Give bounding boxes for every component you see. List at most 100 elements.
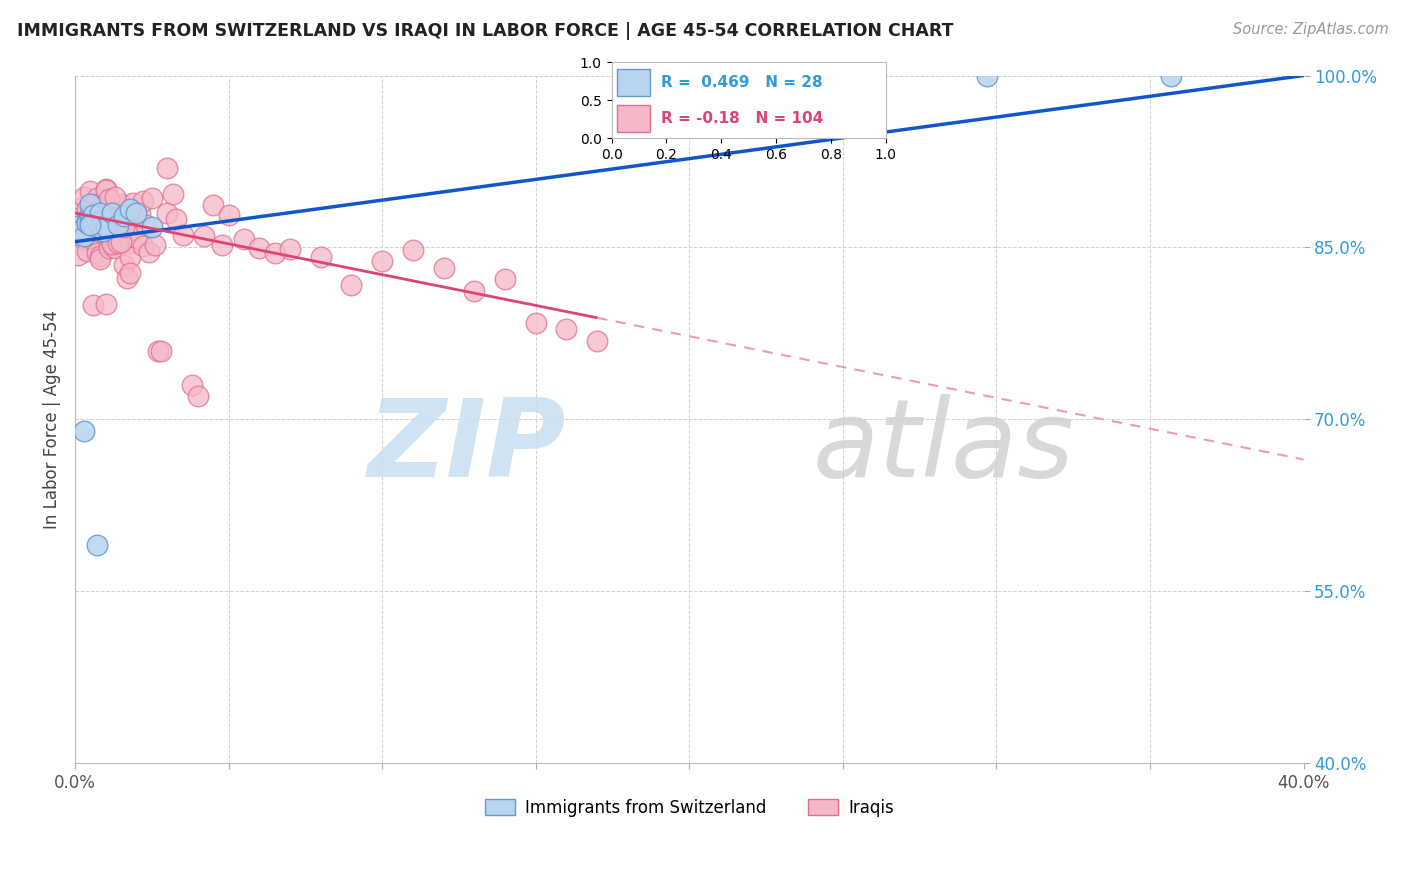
Text: IMMIGRANTS FROM SWITZERLAND VS IRAQI IN LABOR FORCE | AGE 45-54 CORRELATION CHAR: IMMIGRANTS FROM SWITZERLAND VS IRAQI IN … (17, 22, 953, 40)
Point (340, 278, 363, 293)
Point (112, 219, 135, 233)
Point (141, 220, 163, 235)
Point (97, 241, 120, 255)
Point (79, 212, 101, 227)
Point (278, 243, 301, 257)
Text: Source: ZipAtlas.com: Source: ZipAtlas.com (1233, 22, 1389, 37)
Point (115, 215, 138, 229)
Point (131, 238, 153, 252)
Point (91, 224, 114, 238)
Point (94, 184, 117, 198)
Point (104, 190, 127, 204)
Point (82, 213, 104, 227)
Point (115, 211, 138, 226)
Point (193, 228, 215, 243)
Point (70, 223, 93, 237)
Text: atlas: atlas (813, 394, 1074, 500)
Point (309, 250, 332, 264)
Y-axis label: In Labor Force | Age 45-54: In Labor Force | Age 45-54 (44, 310, 60, 529)
Point (89, 249, 111, 263)
Point (86, 191, 108, 205)
Point (94, 200, 117, 214)
Point (232, 232, 254, 246)
Point (463, 285, 485, 299)
Point (110, 200, 132, 214)
Point (112, 209, 135, 223)
Point (120, 266, 142, 280)
Point (91, 206, 114, 220)
Point (371, 254, 394, 268)
Point (263, 245, 285, 260)
Point (67, 247, 90, 261)
Point (73, 231, 96, 245)
Point (89, 252, 111, 266)
Point (97, 192, 120, 206)
Point (82, 218, 104, 232)
Point (82, 201, 104, 215)
Point (82, 206, 104, 220)
Point (76, 218, 98, 232)
Point (73, 424, 96, 438)
Point (202, 198, 225, 212)
Point (555, 322, 578, 336)
Point (91, 194, 114, 209)
Point (110, 197, 132, 211)
Point (107, 218, 129, 232)
Point (494, 272, 516, 286)
Point (86, 215, 108, 229)
Point (76, 215, 98, 229)
Point (131, 194, 153, 208)
Point (67, 219, 90, 234)
Point (89, 220, 111, 235)
Point (1160, 69, 1182, 83)
Point (101, 237, 124, 252)
Point (101, 206, 124, 220)
Point (73, 219, 96, 233)
Bar (617, 105, 650, 132)
Point (79, 196, 101, 211)
Point (101, 237, 124, 252)
Point (79, 205, 101, 219)
Point (82, 298, 104, 312)
Point (112, 258, 135, 272)
Point (104, 223, 127, 237)
Point (586, 334, 609, 349)
Text: ZIP: ZIP (368, 394, 567, 500)
Point (76, 202, 98, 216)
Point (79, 231, 101, 245)
Bar (617, 69, 650, 95)
Point (79, 218, 101, 232)
Point (141, 191, 163, 205)
Point (73, 223, 96, 237)
Point (79, 216, 101, 230)
Point (120, 250, 142, 264)
Point (70, 211, 93, 225)
Point (73, 228, 96, 243)
Point (86, 246, 108, 260)
Point (89, 202, 111, 216)
Point (120, 202, 142, 216)
Point (976, 69, 998, 83)
Point (94, 181, 117, 195)
Point (125, 205, 148, 219)
Point (67, 217, 90, 231)
Point (79, 184, 101, 198)
Point (107, 218, 129, 232)
Point (138, 245, 160, 260)
Point (67, 215, 90, 229)
Point (91, 224, 114, 238)
Legend: Immigrants from Switzerland, Iraqis: Immigrants from Switzerland, Iraqis (478, 792, 900, 823)
Point (143, 238, 166, 252)
Point (86, 215, 108, 229)
Point (218, 208, 240, 222)
Point (101, 206, 124, 220)
Point (82, 211, 104, 225)
Point (73, 190, 96, 204)
Point (180, 378, 202, 392)
Point (86, 224, 108, 238)
Point (76, 244, 98, 258)
Point (76, 213, 98, 227)
Point (97, 238, 120, 252)
Point (73, 228, 96, 243)
Point (112, 219, 135, 234)
